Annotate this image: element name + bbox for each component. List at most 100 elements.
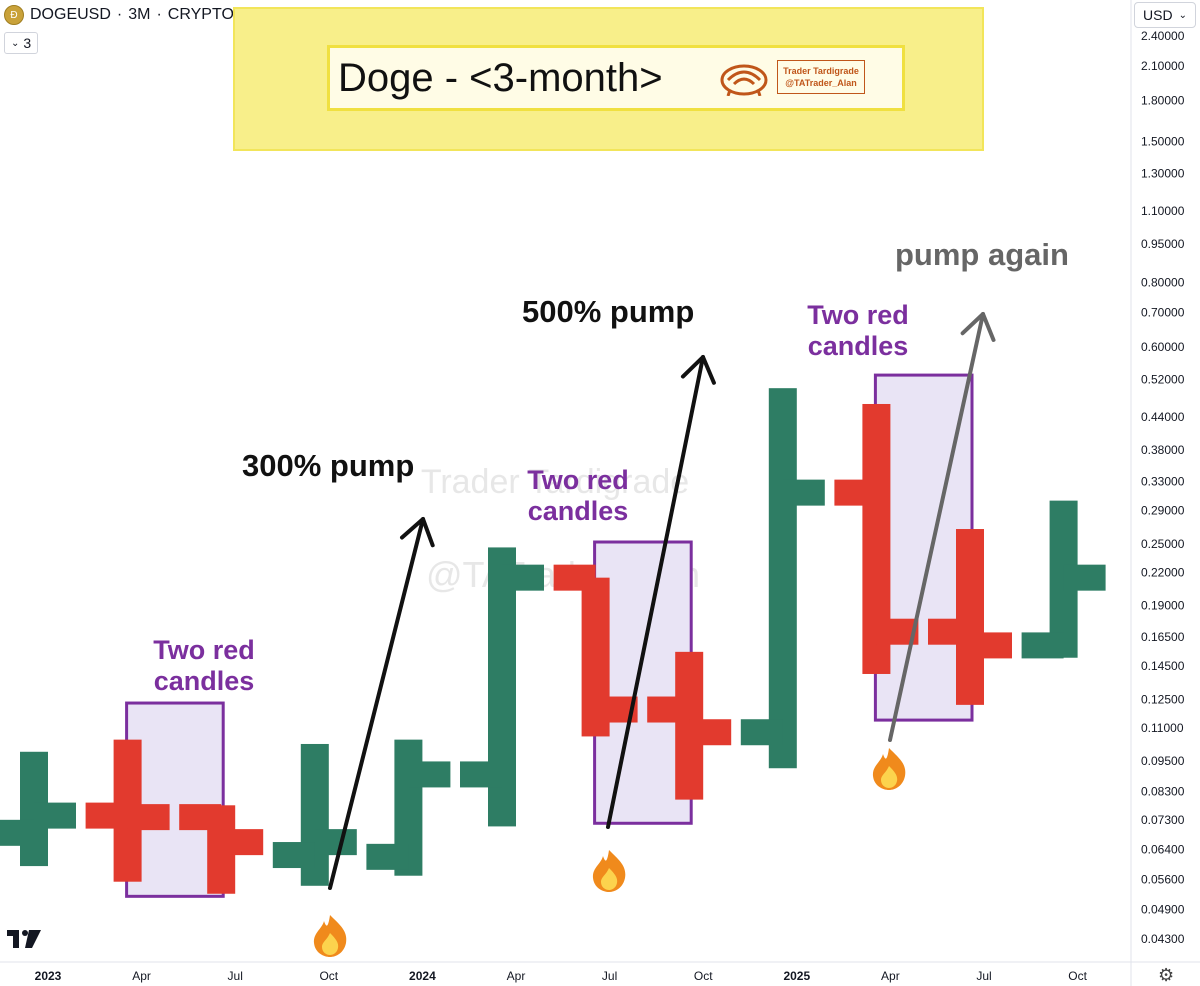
candle — [1021, 500, 1106, 659]
candle-open-tick — [460, 761, 502, 788]
highlight-box — [125, 701, 225, 898]
price-tick-label: 0.07300 — [1141, 813, 1185, 827]
fire-icon — [313, 915, 347, 957]
candle-close-tick — [34, 802, 76, 829]
candle — [272, 743, 357, 886]
two-red-candles-label: candles — [154, 666, 255, 696]
price-tick-label: 0.08300 — [1141, 784, 1185, 798]
interval-label: 3M — [128, 6, 151, 23]
price-tick-label: 0.16500 — [1141, 630, 1185, 644]
market-label: CRYPTO — [167, 6, 234, 23]
chevron-down-icon: ⌄ — [1178, 9, 1187, 21]
price-tick-label: 0.04300 — [1141, 932, 1185, 946]
candle-open-tick — [834, 479, 877, 506]
candle-close-tick — [1063, 564, 1106, 591]
two-red-candles-label: Two red — [153, 635, 255, 665]
time-tick-label: 2025 — [783, 969, 810, 983]
candle-close-tick — [970, 632, 1012, 659]
price-tick-label: 0.14500 — [1141, 659, 1185, 673]
arrow-head — [400, 517, 435, 548]
price-tick-label: 0.70000 — [1141, 306, 1185, 320]
price-tick-label: 0.12500 — [1141, 692, 1185, 706]
candle-close-tick — [221, 829, 264, 856]
arrow-shaft — [888, 312, 985, 742]
candle — [740, 388, 825, 769]
price-tick-label: 0.44000 — [1141, 410, 1185, 424]
time-axis: 2023 Apr Jul Oct 2024 Apr Jul Oct 2025 Apr Jul Oct — [35, 969, 1088, 983]
time-tick-label: Jul — [976, 969, 991, 983]
currency-select[interactable]: USD ⌄ — [1134, 2, 1196, 28]
time-tick-label: Apr — [132, 969, 151, 983]
price-tick-label: 0.33000 — [1141, 474, 1185, 488]
candle-wick — [768, 388, 797, 769]
price-tick-label: 0.22000 — [1141, 565, 1185, 579]
price-tick-label: 1.50000 — [1141, 135, 1185, 149]
price-tick-label: 0.60000 — [1141, 340, 1185, 354]
symbol-name: DOGEUSD — [30, 6, 111, 23]
candle-open-tick — [928, 618, 970, 645]
two-red-candles-label: candles — [808, 331, 909, 361]
price-tick-label: 0.05600 — [1141, 873, 1185, 887]
time-tick-label: Oct — [319, 969, 338, 983]
pump-arrow — [888, 312, 996, 742]
price-tick-label: 0.52000 — [1141, 372, 1185, 386]
candle-open-tick — [85, 802, 128, 829]
candle-open-tick — [0, 819, 34, 846]
arrow-shaft — [328, 517, 425, 890]
arrow-shaft — [606, 355, 705, 829]
logo-text-box: Trader Tardigrade @TATrader_Alan — [777, 60, 865, 94]
time-tick-label: Apr — [881, 969, 900, 983]
candle — [179, 804, 264, 894]
title-banner: Doge - <3-month> Trader Tardigrade @TATr… — [233, 7, 984, 151]
price-tick-label: 0.25000 — [1141, 537, 1185, 551]
fire-icon — [592, 850, 626, 892]
logo-line2: @TATrader_Alan — [785, 78, 857, 88]
price-tick-label: 0.38000 — [1141, 443, 1185, 457]
two-red-candles-label: Two red — [807, 300, 909, 330]
time-tick-label: Oct — [1068, 969, 1087, 983]
settings-gear-icon[interactable]: ⚙ — [1158, 965, 1175, 985]
price-tick-label: 0.06400 — [1141, 843, 1185, 857]
arrow-head — [680, 355, 716, 385]
two-red-candles-label: candles — [528, 496, 629, 526]
candle-close-tick — [127, 804, 170, 831]
price-tick-label: 1.10000 — [1141, 204, 1185, 218]
doge-coin-icon: Ð — [4, 5, 24, 25]
candle — [553, 564, 638, 737]
arrow-head — [960, 312, 996, 342]
indicator-toggle[interactable]: ⌄ 3 — [4, 32, 39, 54]
candle-open-tick — [553, 564, 596, 591]
time-tick-label: Jul — [602, 969, 617, 983]
price-tick-label: 1.80000 — [1141, 94, 1185, 108]
price-tick-label: 0.95000 — [1141, 237, 1185, 251]
candle-close-tick — [782, 479, 825, 506]
candle — [834, 403, 919, 674]
fire-icon — [872, 748, 906, 790]
price-tick-label: 2.40000 — [1141, 29, 1185, 43]
flame-inner — [322, 933, 339, 955]
two-red-candles-label: Two red — [527, 465, 629, 495]
indicator-count: 3 — [23, 35, 32, 51]
pump-label: 500% pump — [522, 294, 694, 329]
candle-close-tick — [502, 564, 544, 591]
candle-open-tick — [179, 804, 222, 831]
banner-title: Doge - <3-month> — [338, 55, 663, 100]
candle — [647, 651, 732, 800]
currency-value: USD — [1143, 7, 1173, 23]
candle — [0, 751, 76, 867]
time-tick-label: Oct — [694, 969, 713, 983]
price-tick-label: 0.29000 — [1141, 503, 1185, 517]
price-tick-label: 0.11000 — [1141, 721, 1184, 735]
pump-label: pump again — [895, 237, 1069, 272]
time-tick-label: 2024 — [409, 969, 436, 983]
price-tick-label: 0.19000 — [1141, 598, 1185, 612]
candle — [928, 529, 1012, 705]
time-tick-label: 2023 — [35, 969, 62, 983]
watermark: Trader Tardigrade @TATrader_Alan — [421, 463, 700, 595]
candle-open-tick — [647, 696, 690, 723]
tradingview-logo-icon[interactable] — [7, 928, 43, 950]
header-separator: · — [156, 6, 162, 23]
symbol-header[interactable]: Ð DOGEUSD · 3M · CRYPTO — [4, 4, 268, 26]
chevron-down-icon: ⌄ — [11, 37, 20, 49]
